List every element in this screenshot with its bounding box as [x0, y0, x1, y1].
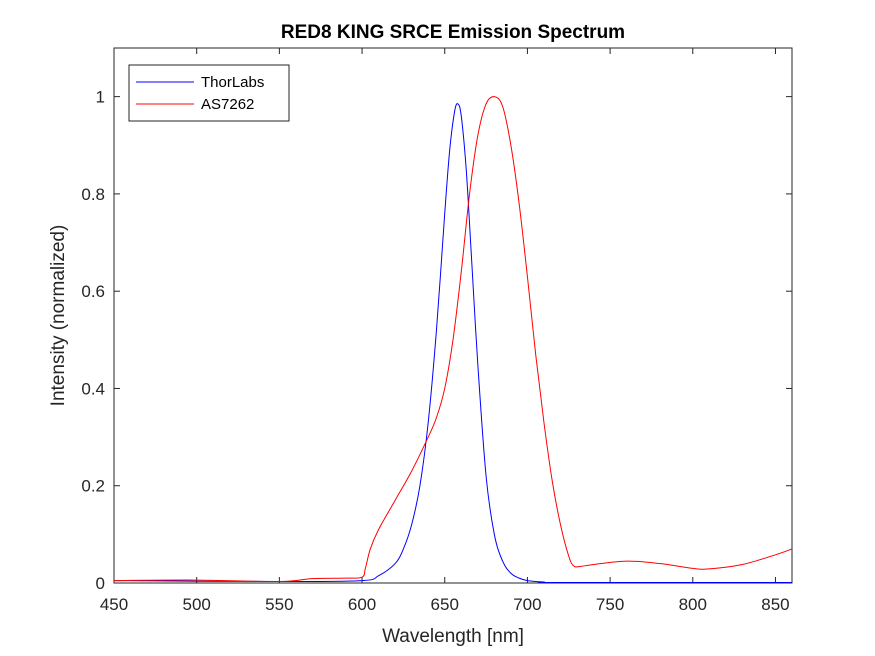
- x-tick-label: 650: [431, 595, 459, 614]
- x-tick-label: 600: [348, 595, 376, 614]
- y-tick-label: 0.2: [81, 477, 105, 496]
- series-layer: [113, 96, 793, 584]
- series-line-as7262: [113, 96, 793, 583]
- y-tick-label: 0: [96, 574, 105, 593]
- x-axis-label: Wavelength [nm]: [382, 626, 524, 647]
- legend-label: ThorLabs: [201, 74, 264, 91]
- plot-area: [113, 47, 793, 584]
- x-tick-label: 700: [513, 595, 541, 614]
- y-axis-label: Intensity (normalized): [48, 225, 69, 407]
- y-tick-label: 0.8: [81, 185, 105, 204]
- series-line-thorlabs: [113, 103, 793, 584]
- x-tick-label: 450: [100, 595, 128, 614]
- legend-box: [128, 64, 290, 122]
- x-tick-label: 550: [265, 595, 293, 614]
- chart-title: RED8 KING SRCE Emission Spectrum: [281, 22, 625, 43]
- x-tick-label: 500: [182, 595, 210, 614]
- y-tick-label: 0.6: [81, 282, 105, 301]
- x-tick-label: 850: [761, 595, 789, 614]
- x-tick-label: 800: [679, 595, 707, 614]
- y-tick-label: 0.4: [81, 379, 105, 398]
- axes-box: [113, 47, 793, 584]
- legend: ThorLabs AS7262: [128, 64, 290, 122]
- x-tick-label: 750: [596, 595, 624, 614]
- y-tick-label: 1: [96, 88, 105, 107]
- tick-layer: 450 500 550 600 650 700 750 800 850 0 0.2 0.4 0.6 0.8…: [81, 48, 792, 614]
- legend-label: AS7262: [201, 96, 254, 113]
